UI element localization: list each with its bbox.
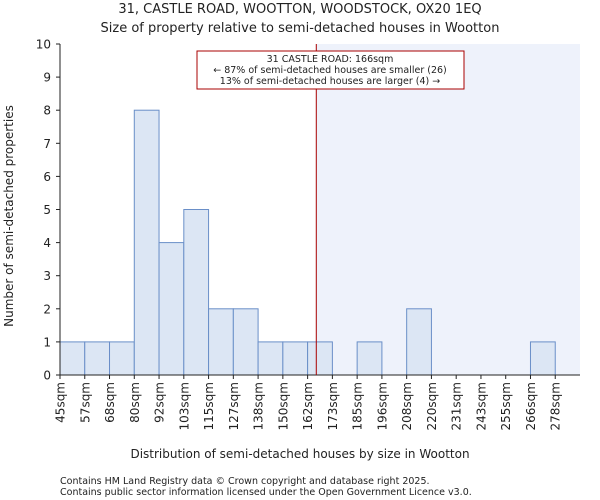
y-tick-label: 2 xyxy=(43,302,51,316)
bars-group xyxy=(59,109,556,376)
x-tick-label: 162sqm xyxy=(301,382,315,430)
y-tick-label: 5 xyxy=(43,203,51,217)
y-axis-label: Number of semi-detached properties xyxy=(2,105,16,327)
chart-title: 31, CASTLE ROAD, WOOTTON, WOODSTOCK, OX2… xyxy=(118,2,481,17)
x-tick-label: 150sqm xyxy=(276,382,290,430)
annotation-frame xyxy=(196,50,465,90)
y-tick-label: 10 xyxy=(36,38,51,52)
x-tick-label: 278sqm xyxy=(549,382,563,430)
bar-103sqm xyxy=(183,209,210,376)
larger-region-shade xyxy=(316,44,580,375)
bar-115sqm xyxy=(208,308,234,376)
x-tick-label: 255sqm xyxy=(499,382,513,430)
y-tick-label: 7 xyxy=(43,137,51,151)
y-tick-label: 4 xyxy=(43,236,51,250)
y-tick-label: 1 xyxy=(43,335,51,349)
x-tick-label: 173sqm xyxy=(326,382,340,430)
y-ticks-group: 0 1 2 3 4 5 6 7 8 9 10 xyxy=(36,38,60,383)
x-tick-label: 231sqm xyxy=(450,382,464,430)
y-tick-label: 6 xyxy=(43,170,51,184)
y-tick-label: 3 xyxy=(43,269,51,283)
footer-line-1: Contains HM Land Registry data © Crown c… xyxy=(60,476,430,487)
x-tick-label: 103sqm xyxy=(177,382,191,430)
bar-185sqm xyxy=(356,341,383,376)
y-tick-label: 0 xyxy=(43,369,51,383)
bar-80sqm xyxy=(133,109,160,376)
x-tick-label: 57sqm xyxy=(78,382,92,423)
y-tick-label: 9 xyxy=(43,71,51,85)
x-tick-label: 115sqm xyxy=(202,382,216,430)
bar-266sqm xyxy=(529,341,556,376)
x-tick-label: 196sqm xyxy=(375,382,389,430)
x-tick-label: 220sqm xyxy=(425,382,439,430)
bar-68sqm xyxy=(109,341,135,376)
bar-45sqm xyxy=(59,341,86,376)
annotation-line-1: 31 CASTLE ROAD: 166sqm xyxy=(267,54,394,65)
x-tick-label: 185sqm xyxy=(351,382,365,430)
x-tick-label: 138sqm xyxy=(252,382,266,430)
bar-162sqm xyxy=(307,341,333,376)
x-tick-label: 243sqm xyxy=(474,382,488,430)
bar-57sqm xyxy=(84,341,111,376)
bar-92sqm xyxy=(158,242,185,376)
bar-127sqm xyxy=(232,308,259,376)
y-tick-label: 8 xyxy=(43,104,51,118)
x-tick-label: 266sqm xyxy=(524,382,538,430)
x-axis-label: Distribution of semi-detached houses by … xyxy=(130,447,469,461)
bar-138sqm xyxy=(257,341,284,376)
x-tick-label: 127sqm xyxy=(227,382,241,430)
x-tick-label: 80sqm xyxy=(128,382,142,423)
chart-subtitle: Size of property relative to semi-detach… xyxy=(101,21,500,36)
footer-line-2: Contains public sector information licen… xyxy=(60,487,472,498)
annotation-line-3: 13% of semi-detached houses are larger (… xyxy=(220,76,440,87)
annotation-box: 31 CASTLE ROAD: 166sqm ← 87% of semi-det… xyxy=(196,50,465,90)
bar-208sqm xyxy=(406,308,432,376)
x-tick-label: 208sqm xyxy=(400,382,414,430)
annotation-line-2: ← 87% of semi-detached houses are smalle… xyxy=(213,65,447,76)
x-ticks-group: 45sqm 57sqm 68sqm 80sqm 92sqm 103sqm 115sqm 127… xyxy=(54,375,563,430)
x-tick-label: 45sqm xyxy=(54,382,68,423)
x-tick-label: 92sqm xyxy=(153,382,167,423)
x-tick-label: 68sqm xyxy=(103,382,117,423)
bar-150sqm xyxy=(282,341,309,376)
